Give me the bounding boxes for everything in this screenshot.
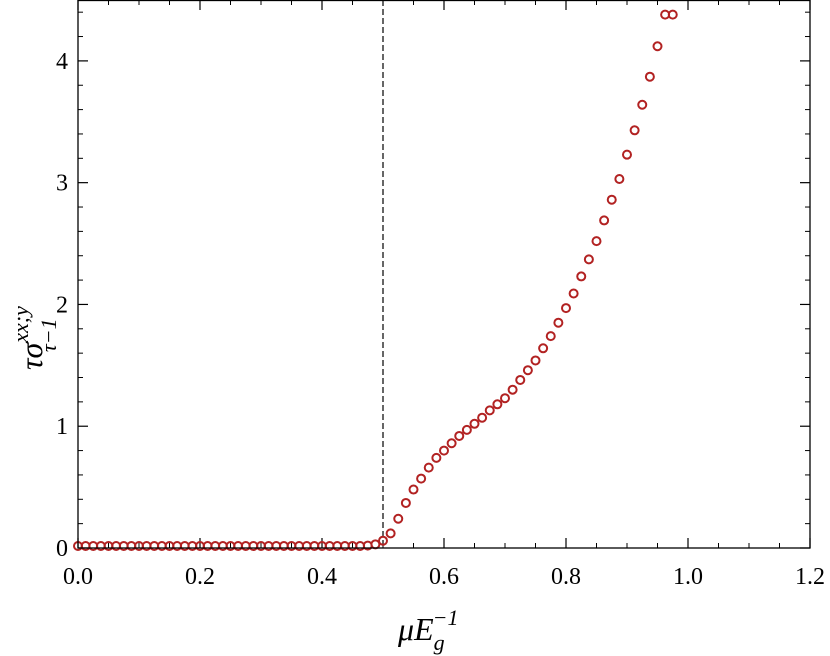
data-point	[545, 331, 556, 342]
data-point	[538, 343, 549, 354]
data-point	[644, 71, 655, 82]
data-point	[385, 528, 396, 539]
y-tick-label: 1	[56, 414, 68, 440]
y-axis-label: τσxx;y τ−1	[8, 306, 61, 370]
data-point	[439, 445, 449, 456]
data-point	[461, 424, 472, 435]
data-point	[553, 317, 564, 328]
data-point	[591, 236, 602, 247]
data-point	[431, 452, 442, 463]
y-tick-label: 0	[56, 536, 68, 562]
data-point	[484, 405, 495, 416]
x-tick-label: 1.2	[795, 564, 825, 590]
data-point	[393, 513, 404, 524]
data-point	[576, 271, 587, 282]
data-point	[614, 174, 625, 185]
data-point	[522, 365, 533, 376]
plot-frame	[77, 0, 811, 549]
data-point	[629, 125, 640, 136]
data-point	[492, 399, 503, 410]
data-points	[73, 9, 678, 551]
data-point	[408, 484, 419, 495]
x-tick-label: 1.0	[673, 564, 703, 590]
data-point	[446, 438, 457, 449]
data-point	[400, 497, 411, 508]
data-point	[583, 254, 594, 265]
data-point	[515, 374, 526, 385]
data-point	[530, 355, 541, 366]
data-point	[416, 473, 427, 484]
y-tick-label: 4	[56, 49, 68, 75]
x-tick-label: 0.8	[551, 564, 581, 590]
data-point	[454, 430, 465, 441]
data-point	[378, 535, 388, 546]
data-point	[507, 384, 518, 395]
data-point	[561, 303, 571, 314]
data-point	[667, 9, 678, 20]
data-point	[423, 462, 434, 473]
data-point	[500, 393, 510, 404]
axis-ticks	[77, 0, 811, 549]
y-tick-label: 2	[56, 292, 68, 318]
data-point	[568, 288, 579, 299]
tick-labels: 0.0 0.2 0.4 0.6 0.8 1.0 1.2 0 1 2 3 4	[56, 49, 825, 590]
data-point	[606, 194, 617, 205]
data-point	[637, 99, 648, 110]
data-point	[477, 412, 488, 423]
x-axis-label: μEg−1	[397, 605, 458, 655]
x-tick-label: 0.2	[185, 564, 215, 590]
x-tick-label: 0.4	[307, 564, 337, 590]
data-point	[622, 149, 632, 160]
data-point	[599, 215, 610, 226]
x-tick-label: 0.6	[429, 564, 459, 590]
data-point	[469, 418, 480, 429]
y-tick-label: 3	[56, 171, 68, 197]
x-tick-label: 0.0	[63, 564, 93, 590]
data-point	[652, 41, 663, 52]
